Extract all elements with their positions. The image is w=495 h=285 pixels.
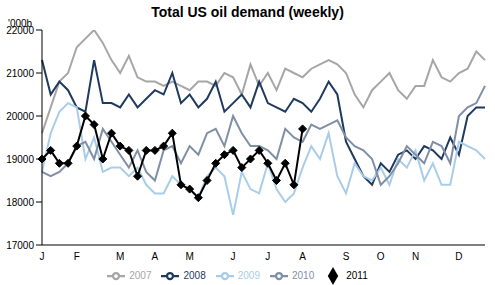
- svg-text:M: M: [185, 251, 193, 262]
- svg-text:J: J: [40, 251, 45, 262]
- svg-text:20000: 20000: [8, 111, 34, 122]
- svg-text:21000: 21000: [8, 68, 34, 79]
- svg-text:S: S: [343, 251, 350, 262]
- svg-text:F: F: [74, 251, 80, 262]
- svg-text:18000: 18000: [8, 197, 34, 208]
- svg-text:M: M: [116, 251, 124, 262]
- svg-text:A: A: [152, 251, 159, 262]
- svg-text:22000: 22000: [8, 25, 34, 36]
- svg-text:17000: 17000: [8, 240, 34, 251]
- svg-text:O: O: [377, 251, 385, 262]
- svg-text:D: D: [455, 251, 462, 262]
- svg-text:19000: 19000: [8, 154, 34, 165]
- svg-text:J: J: [265, 251, 270, 262]
- svg-text:A: A: [299, 251, 306, 262]
- svg-text:J: J: [231, 251, 236, 262]
- svg-text:N: N: [412, 251, 419, 262]
